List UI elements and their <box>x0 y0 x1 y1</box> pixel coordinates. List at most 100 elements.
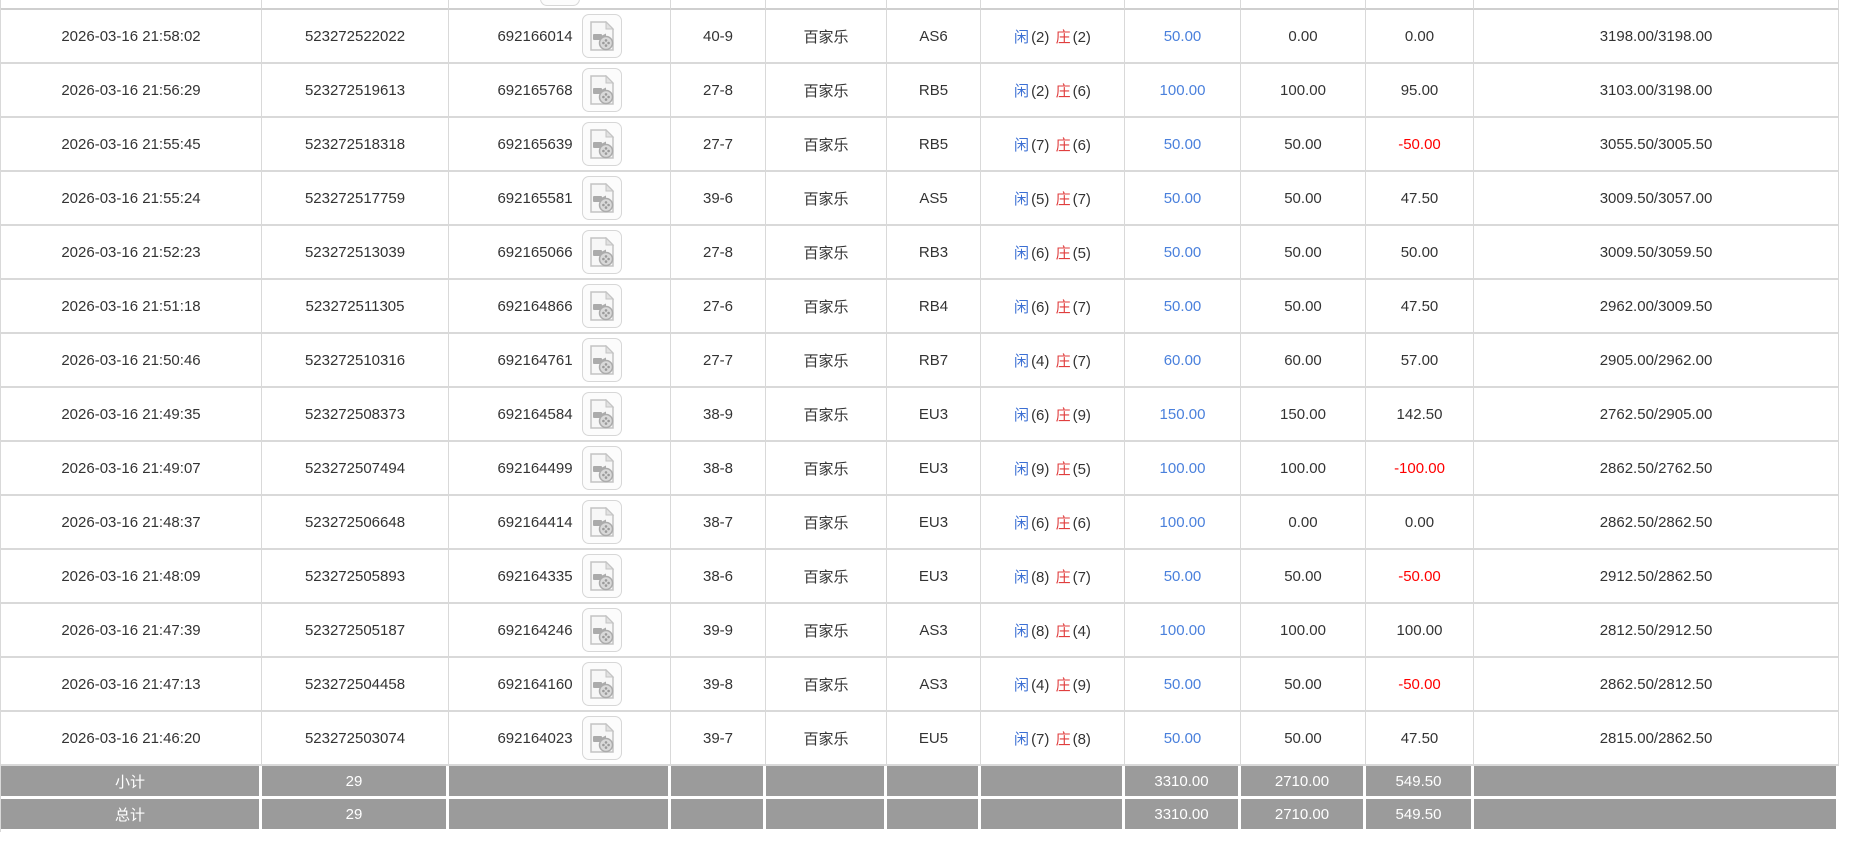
cell-game-number: 692164584 <box>449 388 671 442</box>
cell-game-type: 百家乐 <box>766 10 887 64</box>
cell-valid-bet: 50.00 <box>1241 712 1366 766</box>
video-record-icon <box>589 291 614 321</box>
cell-game-number <box>449 0 671 10</box>
cell-win-loss: 57.00 <box>1366 334 1474 388</box>
banker-label: 庄 <box>1055 622 1071 640</box>
cell-game-number: 692164866 <box>449 280 671 334</box>
cell-balance: 3103.00/3198.00 <box>1474 64 1839 118</box>
bet-amount-link[interactable]: 50.00 <box>1163 297 1202 315</box>
bet-amount-link[interactable]: 50.00 <box>1163 729 1202 747</box>
video-record-button[interactable] <box>581 554 622 598</box>
video-record-button[interactable] <box>581 284 622 328</box>
grand-total-label: 总计 <box>1 799 262 832</box>
table-row: 2026-03-16 21:55:45 523272518318 6921656… <box>1 118 1839 172</box>
banker-label: 庄 <box>1055 82 1071 100</box>
bet-amount-link[interactable]: 150.00 <box>1159 405 1206 423</box>
cell-bet-amount: 100.00 <box>1125 442 1241 496</box>
table-row: 2026-03-16 21:56:29 523272519613 6921657… <box>1 64 1839 118</box>
video-record-button[interactable] <box>581 122 622 166</box>
cell-round: 38-6 <box>671 550 766 604</box>
cell-win-loss <box>1366 0 1474 10</box>
bet-amount-link[interactable]: 100.00 <box>1159 513 1206 531</box>
player-count: (7) <box>1031 136 1050 154</box>
video-record-button[interactable] <box>581 230 622 274</box>
video-record-button[interactable] <box>581 14 622 58</box>
banker-count: (5) <box>1072 244 1091 262</box>
banker-label: 庄 <box>1055 730 1071 748</box>
bet-amount-link[interactable]: 100.00 <box>1159 81 1206 99</box>
bet-amount-link[interactable]: 50.00 <box>1163 27 1202 45</box>
bet-amount-link[interactable]: 100.00 <box>1159 459 1206 477</box>
cell-win-loss: -50.00 <box>1366 550 1474 604</box>
cell-game-type: 百家乐 <box>766 604 887 658</box>
banker-count: (6) <box>1072 82 1091 100</box>
cell-win-loss: 100.00 <box>1366 604 1474 658</box>
bet-amount-link[interactable]: 100.00 <box>1159 621 1206 639</box>
cell-game-number: 692164246 <box>449 604 671 658</box>
cell-valid-bet: 50.00 <box>1241 550 1366 604</box>
game-number-text: 692164246 <box>497 621 573 639</box>
empty-cell <box>671 799 766 832</box>
player-label: 闲 <box>1014 28 1030 46</box>
player-label: 闲 <box>1014 82 1030 100</box>
video-record-button[interactable] <box>581 716 622 760</box>
cell-result: 闲 (4) 庄 (9) <box>981 658 1125 712</box>
game-number-group: 692164160 <box>453 662 666 706</box>
game-number-text: 692165066 <box>497 243 573 261</box>
video-record-button[interactable] <box>581 446 622 490</box>
cell-round: 39-8 <box>671 658 766 712</box>
cell-game-type: 百家乐 <box>766 226 887 280</box>
player-count: (2) <box>1031 82 1050 100</box>
cell-round: 39-6 <box>671 172 766 226</box>
bet-amount-link[interactable]: 50.00 <box>1163 675 1202 693</box>
player-label: 闲 <box>1014 298 1030 316</box>
video-record-icon <box>589 183 614 213</box>
empty-cell <box>887 766 981 799</box>
banker-count: (5) <box>1072 460 1091 478</box>
player-label: 闲 <box>1014 676 1030 694</box>
banker-count: (7) <box>1072 190 1091 208</box>
game-number-text: 692164335 <box>497 567 573 585</box>
cell-bet-time: 2026-03-16 21:50:46 <box>1 334 262 388</box>
cell-table-code: EU3 <box>887 388 981 442</box>
bet-amount-link[interactable]: 60.00 <box>1163 351 1202 369</box>
cell-round: 27-6 <box>671 280 766 334</box>
cell-game-type: 百家乐 <box>766 658 887 712</box>
banker-count: (9) <box>1072 406 1091 424</box>
cell-bet-time: 2026-03-16 21:58:02 <box>1 10 262 64</box>
bet-amount-link[interactable]: 50.00 <box>1163 189 1202 207</box>
video-record-button[interactable] <box>581 608 622 652</box>
video-record-icon <box>589 345 614 375</box>
banker-label: 庄 <box>1055 244 1071 262</box>
cell-result: 闲 (6) 庄 (6) <box>981 496 1125 550</box>
video-record-icon <box>589 561 614 591</box>
bet-amount-link[interactable]: 50.00 <box>1163 243 1202 261</box>
video-record-button[interactable] <box>581 176 622 220</box>
cell-order-id: 523272511305 <box>262 280 449 334</box>
empty-cell <box>1474 766 1839 799</box>
bet-amount-link[interactable]: 50.00 <box>1163 135 1202 153</box>
cell-bet-amount: 100.00 <box>1125 64 1241 118</box>
cell-bet-amount: 50.00 <box>1125 280 1241 334</box>
video-record-button[interactable] <box>581 662 622 706</box>
banker-count: (7) <box>1072 568 1091 586</box>
cell-table-code: EU3 <box>887 442 981 496</box>
cell-balance: 3055.50/3005.50 <box>1474 118 1839 172</box>
banker-count: (2) <box>1072 28 1091 46</box>
video-record-button[interactable] <box>581 392 622 436</box>
cell-round: 38-8 <box>671 442 766 496</box>
video-record-button[interactable] <box>581 338 622 382</box>
game-number-group: 692166014 <box>453 14 666 58</box>
cell-game-type: 百家乐 <box>766 172 887 226</box>
empty-cell <box>449 766 671 799</box>
empty-cell <box>671 766 766 799</box>
cell-result: 闲 (9) 庄 (5) <box>981 442 1125 496</box>
cell-game-number: 692166014 <box>449 10 671 64</box>
cell-valid-bet: 50.00 <box>1241 118 1366 172</box>
bet-amount-link[interactable]: 50.00 <box>1163 567 1202 585</box>
video-record-button[interactable] <box>581 500 622 544</box>
video-record-button[interactable] <box>539 0 580 6</box>
video-record-button[interactable] <box>581 68 622 112</box>
cell-game-type: 百家乐 <box>766 118 887 172</box>
cell-bet-time: 2026-03-16 21:47:39 <box>1 604 262 658</box>
